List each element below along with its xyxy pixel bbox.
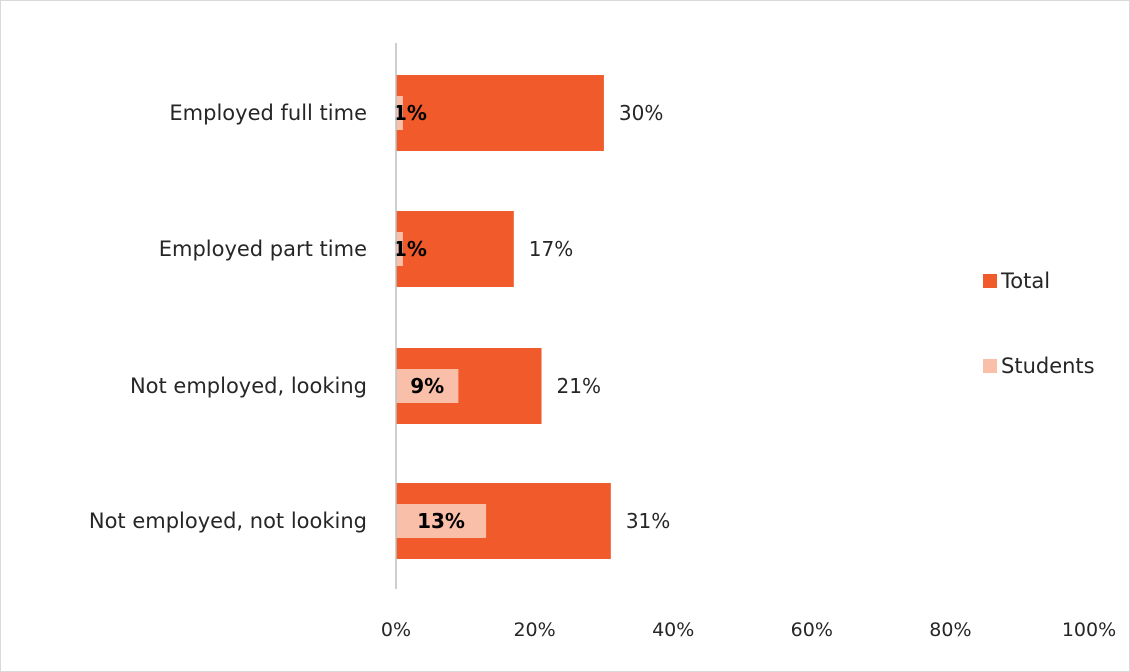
category-label: Employed part time — [159, 237, 367, 261]
bar-students — [396, 96, 403, 130]
x-tick-label: 20% — [513, 619, 555, 641]
bar-total — [396, 211, 514, 287]
x-tick-label: 100% — [1062, 619, 1116, 641]
total-data-label: 30% — [619, 101, 663, 125]
total-data-label: 17% — [529, 237, 573, 261]
bar-students — [396, 232, 403, 266]
bar-students — [396, 504, 487, 538]
legend-label-total: Total — [1000, 269, 1050, 293]
x-tick-label: 0% — [381, 619, 411, 641]
students-data-label: 1% — [393, 101, 427, 125]
x-tick-label: 60% — [791, 619, 833, 641]
category-label: Not employed, not looking — [89, 509, 367, 533]
students-data-label: 13% — [417, 509, 465, 533]
category-label: Not employed, looking — [130, 374, 367, 398]
bar-students — [396, 369, 459, 403]
students-data-label: 9% — [410, 374, 444, 398]
x-tick-label: 80% — [929, 619, 971, 641]
category-label: Employed full time — [169, 101, 367, 125]
legend-swatch-total — [983, 274, 997, 288]
students-data-label: 1% — [393, 237, 427, 261]
legend-label-students: Students — [1001, 354, 1095, 378]
x-tick-label: 40% — [652, 619, 694, 641]
bar-total — [396, 75, 604, 151]
total-data-label: 31% — [626, 509, 670, 533]
total-data-label: 21% — [557, 374, 601, 398]
legend-swatch-students — [983, 359, 997, 373]
